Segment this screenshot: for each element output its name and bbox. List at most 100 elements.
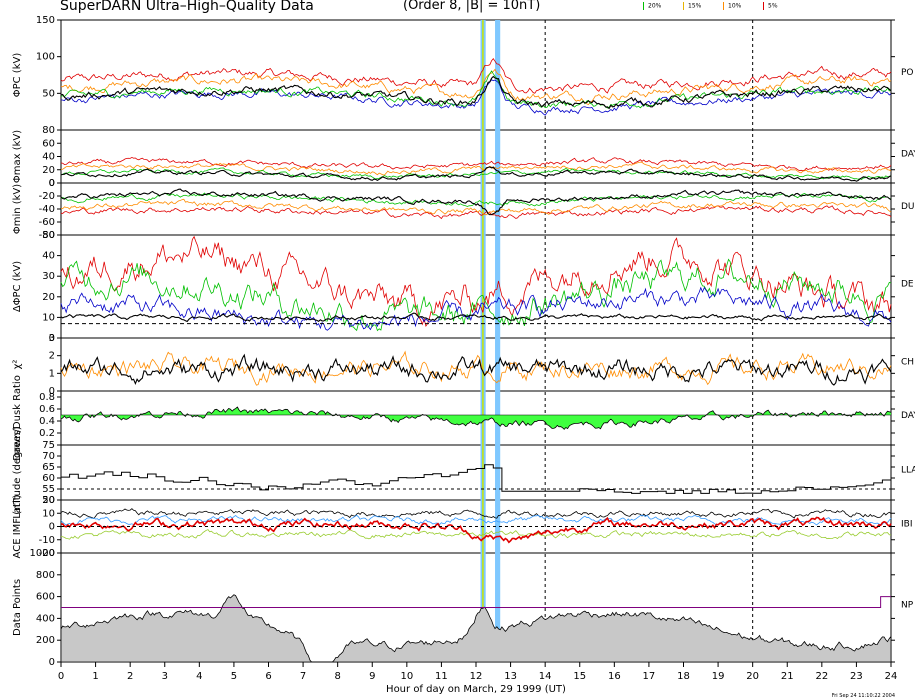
delta-series-green [60,258,892,332]
y-tick-label: -10 [39,535,55,546]
y-tick-label: 20 [42,495,55,506]
y-tick-label: 65 [42,462,55,473]
min-series-20 [60,192,892,207]
chi-series-black [60,353,892,386]
pc-series-blue [60,79,892,116]
y-tick-label: -20 [39,191,55,202]
y-tick-label: 800 [36,570,55,581]
pc-series-20 [60,70,892,109]
y-tick-label: 1000 [30,548,55,559]
panel-right-label: DAY [901,150,915,160]
timestamp: Fri Sep 24 11:10:22 2004 [831,693,895,699]
y-tick-label: 60 [42,138,55,149]
y-tick-label: 600 [36,592,55,603]
delta-series-red [60,235,892,328]
y-tick-label: 75 [42,440,55,451]
y-tick-label: 2 [49,351,55,362]
y-tick-label: 20 [42,165,55,176]
legend-label: 20% [648,2,662,10]
x-tick-label: 11 [435,671,448,682]
legend-item-20: 20% [643,2,661,10]
panel-frame [60,234,892,339]
y-tick-label: -60 [39,217,55,228]
y-tick-label: 50 [42,88,55,99]
x-tick-label: 18 [677,671,690,682]
event-band [495,20,501,662]
y-tick-label: 50 [42,495,55,506]
panel-frame [60,444,892,501]
x-tick-label: 3 [162,671,168,682]
y-tick-label: 50 [42,230,55,241]
y-tick-label: 100 [36,52,55,63]
y-axis-label: Latitude (degrees) [12,426,23,518]
y-axis-label: Data Points [12,579,23,636]
legend-item-15: 15% [683,2,701,10]
y-tick-label: 80 [42,125,55,136]
ratio-series [60,406,892,430]
y-tick-label: 150 [36,15,55,26]
x-tick-label: 0 [58,671,64,682]
y-tick-label: 200 [36,635,55,646]
pc-series-10 [60,68,892,106]
data-points-area [60,594,892,663]
y-tick-label: 70 [42,451,55,462]
x-tick-label: 8 [334,671,340,682]
y-axis-label: χ² [12,360,23,370]
x-tick-label: 13 [504,671,517,682]
y-tick-label: -40 [39,204,55,215]
max-series-10 [60,161,892,176]
page-title: SuperDARN Ultra–High–Quality Data [60,0,314,14]
legend-item-10: 10% [723,2,741,10]
y-tick-label: 0.6 [39,404,55,415]
y-axis-label: ΦPC (kV) [12,53,23,98]
x-tick-label: 17 [643,671,656,682]
y-tick-label: -80 [39,230,55,241]
x-tick-label: 16 [608,671,621,682]
pc-series-black [60,75,892,110]
pc-series-5 [60,58,892,94]
data-points-threshold [61,596,891,608]
y-tick-label: 0 [49,522,55,533]
max-series-5 [60,156,892,172]
x-tick-label: 10 [400,671,413,682]
y-tick-label: 55 [42,484,55,495]
y-tick-label: 0.2 [39,428,55,439]
panel-frame [60,19,892,131]
x-tick-label: 1 [92,671,98,682]
legend-label: 5% [768,2,778,10]
delta-series-blue [60,286,892,331]
imf-series-total [60,508,892,520]
y-tick-label: 10 [42,508,55,519]
y-tick-label: 0 [49,178,55,189]
y-tick-label: 10 [42,312,55,323]
x-tick-label: 6 [265,671,271,682]
x-tick-label: 20 [746,671,759,682]
x-tick-label: 24 [885,671,898,682]
x-tick-label: 23 [850,671,863,682]
y-tick-label: -20 [39,548,55,559]
y-tick-label: 400 [36,613,55,624]
min-series-10 [60,198,892,216]
y-tick-label: 60 [42,473,55,484]
panel-right-label: CH [901,358,914,368]
x-tick-label: 4 [196,671,202,682]
x-tick-label: 19 [712,671,725,682]
min-series-black [60,188,892,216]
x-tick-label: 14 [539,671,552,682]
x-tick-label: 7 [300,671,306,682]
panel-right-label: LLA [901,466,915,476]
y-tick-label: 0 [49,386,55,397]
panel-right-label: DAY [901,411,915,421]
x-tick-label: 5 [231,671,237,682]
y-axis-label: ΔΦPC (kV) [12,261,23,312]
y-tick-label: 3 [49,333,55,344]
y-tick-label: 0 [49,657,55,668]
legend-label: 15% [688,2,702,10]
x-tick-label: 22 [815,671,828,682]
x-tick-label: 12 [470,671,483,682]
panel-right-label: PO [901,68,914,78]
max-series-20 [60,167,892,180]
y-axis-label: Dawn/Dusk Ratio [12,375,23,461]
latitude-series [61,464,892,494]
